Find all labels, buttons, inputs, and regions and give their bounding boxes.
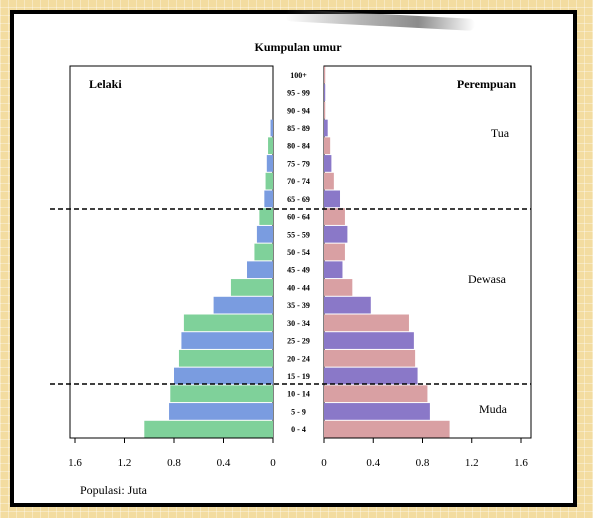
age-group-label: 10 - 14 [287, 390, 310, 399]
bar-female-15 [324, 332, 414, 349]
age-group-label: 85 - 89 [287, 124, 310, 133]
bar-male-13 [213, 296, 273, 314]
bar-female-6 [324, 172, 334, 190]
bar-female-1 [324, 84, 326, 101]
chart-frame [10, 10, 577, 507]
bar-female-5 [324, 155, 332, 172]
bar-male-14 [183, 314, 273, 332]
age-group-label: 40 - 44 [287, 283, 310, 292]
bar-male-6 [265, 172, 273, 190]
chart-title: Kumpulan umur [254, 40, 342, 54]
bar-female-16 [324, 349, 416, 367]
bar-male-20 [144, 420, 273, 438]
bar-male-16 [178, 349, 273, 367]
age-group-label: 75 - 79 [287, 159, 310, 168]
age-group-label: 55 - 59 [287, 230, 310, 239]
bar-female-2 [324, 101, 326, 119]
bar-male-5 [266, 155, 273, 172]
x-tick-label-left: 1.6 [68, 457, 82, 469]
age-group-label: 65 - 69 [287, 195, 310, 204]
bar-male-17 [174, 367, 273, 385]
bar-female-13 [324, 296, 371, 314]
bar-female-18 [324, 385, 428, 403]
bar-male-10 [254, 243, 273, 261]
bar-female-19 [324, 403, 430, 420]
bar-female-20 [324, 420, 450, 438]
bar-female-0 [324, 66, 326, 84]
age-group-label: 5 - 9 [291, 407, 306, 416]
group-label-tua: Tua [491, 126, 510, 140]
x-axis-label: Populasi: Juta [80, 483, 148, 497]
x-tick-label-left: 0.8 [167, 457, 181, 469]
x-tick-label-left: 1.2 [118, 457, 132, 469]
x-tick-label-left: 0.4 [217, 457, 231, 469]
group-label-dewasa: Dewasa [468, 272, 507, 286]
group-label-muda: Muda [479, 402, 508, 416]
x-tick-label-right: 0 [321, 457, 327, 469]
age-group-label: 25 - 29 [287, 337, 310, 346]
age-group-label: 50 - 54 [287, 248, 310, 257]
bar-male-4 [268, 137, 273, 155]
bar-female-17 [324, 367, 418, 385]
bar-female-10 [324, 243, 345, 261]
age-group-label: 80 - 84 [287, 142, 310, 151]
age-group-label: 35 - 39 [287, 301, 310, 310]
bar-male-19 [169, 403, 273, 420]
male-panel-label: Lelaki [89, 77, 122, 91]
bar-female-4 [324, 137, 331, 155]
bar-male-8 [259, 208, 273, 225]
bar-male-7 [264, 190, 273, 208]
bar-female-9 [324, 225, 348, 243]
x-tick-label-right: 0.4 [366, 457, 380, 469]
age-group-label: 20 - 24 [287, 354, 310, 363]
age-group-label: 100+ [290, 71, 307, 80]
bar-male-12 [230, 279, 273, 296]
bar-male-3 [270, 119, 273, 137]
age-group-label: 70 - 74 [287, 177, 310, 186]
female-panel-label: Perempuan [457, 77, 516, 91]
bar-male-15 [181, 332, 273, 349]
age-group-label: 60 - 64 [287, 213, 310, 222]
bar-female-11 [324, 261, 343, 279]
bar-female-12 [324, 279, 353, 296]
x-tick-label-right: 1.2 [465, 457, 479, 469]
age-group-label: 95 - 99 [287, 89, 310, 98]
age-group-label: 0 - 4 [291, 425, 306, 434]
bar-female-7 [324, 190, 341, 208]
bar-male-11 [247, 261, 273, 279]
age-group-label: 45 - 49 [287, 266, 310, 275]
age-group-label: 30 - 34 [287, 319, 310, 328]
bar-male-9 [256, 225, 273, 243]
bar-female-3 [324, 119, 328, 137]
bar-male-18 [170, 385, 273, 403]
age-group-label: 15 - 19 [287, 372, 310, 381]
x-tick-label-right: 1.6 [514, 457, 528, 469]
bar-female-14 [324, 314, 409, 332]
bar-female-8 [324, 208, 345, 225]
x-tick-label-right: 0.8 [416, 457, 430, 469]
age-group-label: 90 - 94 [287, 106, 310, 115]
x-tick-label-left: 0 [270, 457, 276, 469]
